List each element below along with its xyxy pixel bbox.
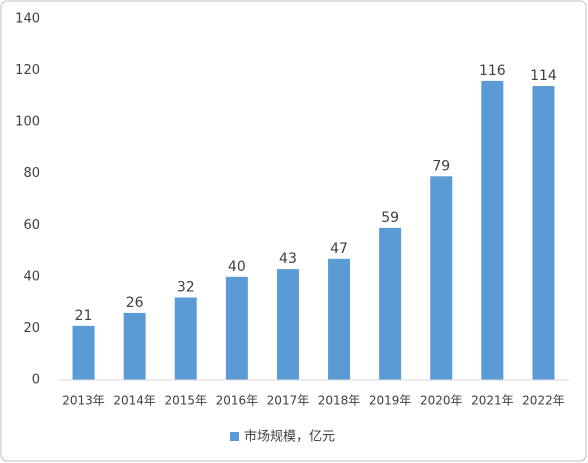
y-tick-label: 60	[23, 218, 40, 233]
x-tick-label: 2018年	[318, 394, 361, 408]
legend-swatch	[230, 432, 239, 441]
x-tick-label: 2022年	[522, 394, 565, 408]
bar	[532, 86, 555, 381]
bar	[276, 269, 299, 380]
bar	[328, 258, 351, 380]
y-tick-label: 100	[15, 115, 40, 130]
legend-label: 市场规模，亿元	[244, 429, 335, 445]
data-label: 79	[432, 158, 450, 174]
x-tick-label: 2021年	[471, 394, 514, 408]
data-label: 114	[530, 68, 557, 84]
y-tick-label: 140	[15, 12, 40, 27]
bar	[430, 176, 453, 380]
data-label: 26	[126, 295, 144, 311]
y-tick-label: 80	[23, 166, 40, 181]
x-tick-label: 2019年	[369, 394, 412, 408]
data-label: 59	[381, 210, 399, 226]
data-label: 32	[177, 279, 195, 295]
y-tick-label: 0	[32, 373, 40, 388]
bar	[481, 80, 504, 380]
bar	[123, 312, 146, 380]
x-tick-label: 2013年	[62, 394, 105, 408]
x-tick-label: 2015年	[164, 394, 207, 408]
data-label: 40	[228, 259, 246, 275]
bar	[174, 297, 197, 380]
x-tick-label: 2014年	[113, 394, 156, 408]
bar	[225, 276, 248, 380]
data-label: 47	[330, 241, 348, 257]
bar	[379, 227, 402, 380]
x-tick-label: 2020年	[420, 394, 463, 408]
data-label: 116	[479, 63, 506, 79]
y-tick-label: 20	[23, 321, 40, 336]
data-label: 43	[279, 251, 297, 267]
y-tick-label: 120	[15, 63, 40, 78]
x-tick-label: 2016年	[216, 394, 259, 408]
y-tick-label: 40	[23, 269, 40, 284]
x-tick-label: 2017年	[267, 394, 310, 408]
bar	[72, 325, 95, 380]
data-label: 21	[75, 308, 93, 324]
